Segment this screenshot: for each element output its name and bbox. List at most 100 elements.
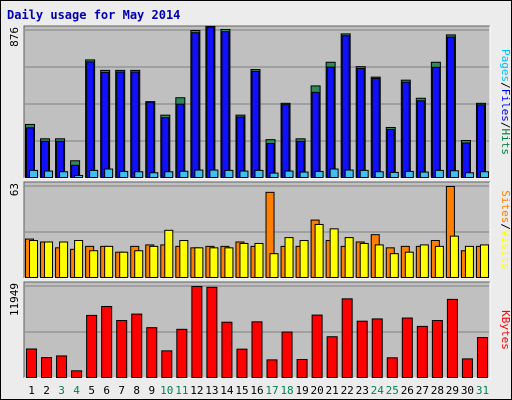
bar-pages	[374, 171, 384, 178]
bar-files	[236, 116, 245, 178]
bar-kbytes	[461, 358, 473, 378]
bar-pages	[404, 170, 414, 179]
bar-pages	[149, 172, 159, 178]
bar-visits	[254, 242, 264, 278]
bar-kbytes	[296, 359, 308, 379]
day-label: 18	[280, 384, 293, 397]
bar-visits	[149, 245, 159, 278]
bar-files	[161, 117, 170, 179]
bar-visits	[359, 242, 369, 278]
bar-pages	[299, 171, 309, 179]
bar-kbytes	[56, 355, 68, 379]
bar-files	[476, 104, 485, 178]
day-label: 5	[88, 384, 95, 397]
bar-kbytes	[416, 325, 428, 379]
bar-kbytes	[191, 286, 203, 378]
day-label: 7	[118, 384, 125, 397]
bar-visits	[59, 241, 69, 279]
bar-visits	[29, 240, 38, 279]
chart-panels: 876Pages/Files/Hits63Sites/Visits11949KB…	[8, 25, 512, 379]
bar-visits	[119, 251, 129, 278]
bar-files	[176, 103, 185, 178]
bar-pages	[254, 169, 264, 179]
bar-kbytes	[401, 317, 413, 379]
day-label: 28	[431, 384, 444, 397]
y-axis-max-label: 63	[8, 183, 21, 196]
bar-kbytes	[446, 298, 458, 379]
bar-visits	[209, 247, 219, 278]
bar-kbytes	[326, 336, 338, 378]
day-label: 8	[133, 384, 140, 397]
bar-files	[146, 101, 155, 178]
bar-pages	[314, 170, 324, 179]
bar-kbytes	[146, 327, 158, 379]
bar-files	[416, 100, 425, 178]
day-label: 3	[58, 384, 65, 397]
bar-files	[311, 91, 320, 178]
bar-pages	[269, 172, 279, 179]
day-label: 9	[148, 384, 155, 397]
bar-files	[116, 71, 125, 178]
bar-files	[371, 77, 380, 178]
legend-entry: /	[499, 122, 512, 129]
bar-kbytes	[41, 357, 53, 378]
chart-title: Daily usage for May 2014	[7, 8, 180, 22]
bar-visits	[479, 244, 489, 279]
legend-entry: Visits	[499, 230, 512, 270]
bar-kbytes	[206, 286, 218, 378]
bar-files	[221, 31, 230, 178]
legend-entry: KBytes	[499, 310, 512, 350]
bar-visits	[404, 251, 414, 278]
day-label: 1	[28, 384, 35, 397]
bar-pages	[164, 171, 174, 178]
bar-visits	[224, 247, 234, 278]
day-label: 6	[103, 384, 110, 397]
bar-visits	[434, 245, 444, 278]
panel-bevel-dark	[23, 281, 490, 378]
bar-visits	[449, 235, 459, 278]
bar-files	[446, 36, 455, 179]
y-axis-max-label: 11949	[8, 283, 21, 316]
bar-pages	[419, 171, 429, 179]
bar-visits	[419, 244, 429, 279]
bar-kbytes	[116, 320, 128, 379]
bar-kbytes	[311, 314, 323, 379]
bar-visits	[389, 253, 399, 279]
bar-visits	[179, 240, 189, 279]
bar-visits	[194, 247, 204, 278]
day-label: 22	[341, 384, 354, 397]
legend-entry: /	[499, 82, 512, 89]
bar-pages	[29, 169, 38, 179]
bar-pages	[59, 171, 69, 178]
bar-visits	[239, 242, 249, 278]
day-label: 2	[43, 384, 50, 397]
day-label: 24	[371, 384, 385, 397]
bar-visits	[74, 240, 84, 279]
bar-kbytes	[161, 350, 173, 378]
bar-kbytes	[251, 321, 263, 378]
bar-visits	[464, 245, 474, 278]
panel-legend: Pages/Files/Hits	[499, 49, 512, 155]
bar-kbytes	[71, 370, 83, 378]
bar-kbytes	[356, 320, 368, 378]
bar-pages	[134, 171, 144, 178]
bar-files	[86, 61, 95, 178]
bar-pages	[329, 168, 339, 179]
day-label: 20	[311, 384, 324, 397]
bar-kbytes	[86, 314, 98, 378]
panel-legend: KBytes	[499, 310, 512, 350]
day-label: 14	[220, 384, 234, 397]
bar-pages	[194, 169, 204, 178]
bar-pages	[479, 171, 489, 178]
bar-visits	[329, 228, 339, 279]
bar-pages	[239, 170, 249, 178]
bar-files	[191, 32, 200, 178]
bar-kbytes	[476, 337, 488, 378]
day-label: 30	[461, 384, 474, 397]
bar-files	[326, 66, 335, 178]
bar-kbytes	[26, 348, 37, 379]
bar-files	[281, 104, 290, 178]
bar-kbytes	[371, 318, 383, 379]
bar-visits	[89, 250, 99, 278]
